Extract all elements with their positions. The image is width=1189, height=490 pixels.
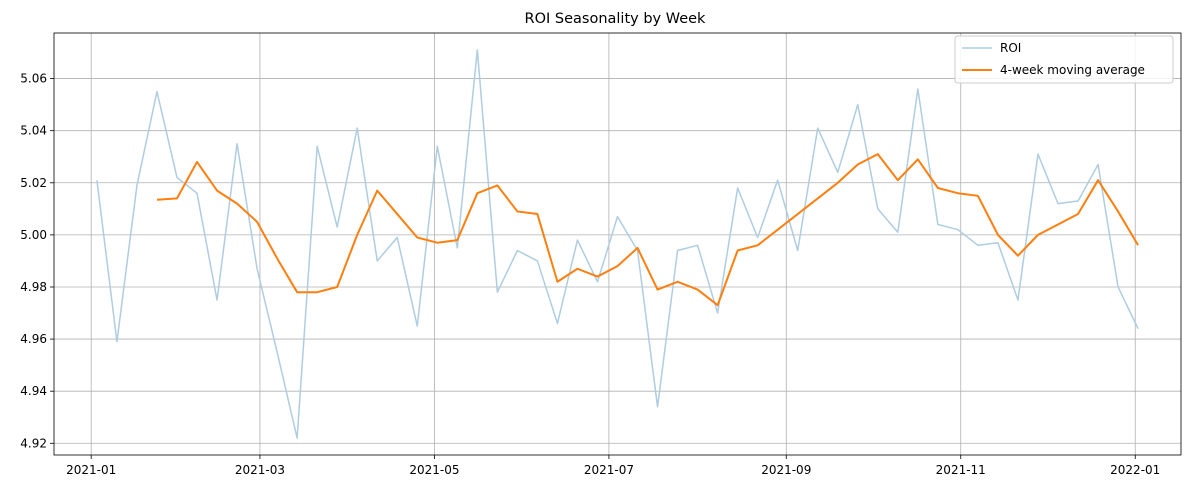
x-tick-label: 2021-09 (761, 463, 811, 477)
legend: ROI 4-week moving average (954, 35, 1174, 84)
x-tick-label: 2022-01 (1110, 463, 1160, 477)
x-tick-label: 2021-11 (936, 463, 986, 477)
legend-label-moving-average: 4-week moving average (1000, 63, 1145, 77)
y-tick-label: 5.00 (20, 228, 47, 242)
series-lines (96, 49, 1139, 439)
y-tick-label: 4.94 (20, 384, 47, 398)
y-tick-label: 5.02 (20, 176, 47, 190)
x-tick-label: 2021-01 (66, 463, 116, 477)
x-axis: 2021-01 2021-03 2021-05 2021-07 2021-09 2021-… (66, 455, 1160, 477)
chart-title: ROI Seasonality by Week (525, 11, 707, 27)
y-tick-label: 5.04 (20, 124, 47, 138)
x-tick-label: 2021-07 (584, 463, 634, 477)
y-tick-label: 4.96 (20, 332, 47, 346)
legend-box (954, 35, 1174, 84)
plot-area-frame (53, 32, 1182, 456)
y-tick-label: 4.98 (20, 280, 47, 294)
grid (54, 33, 1181, 455)
x-tick-label: 2021-05 (409, 463, 459, 477)
legend-label-roi: ROI (1000, 41, 1021, 55)
moving-average-series-line (156, 153, 1139, 307)
roi-series-line (96, 49, 1139, 439)
x-tick-label: 2021-03 (235, 463, 285, 477)
y-tick-label: 5.06 (20, 72, 47, 86)
y-tick-label: 4.92 (20, 436, 47, 450)
y-axis: 4.92 4.94 4.96 4.98 5.00 5.02 5.04 5.06 (20, 72, 54, 450)
